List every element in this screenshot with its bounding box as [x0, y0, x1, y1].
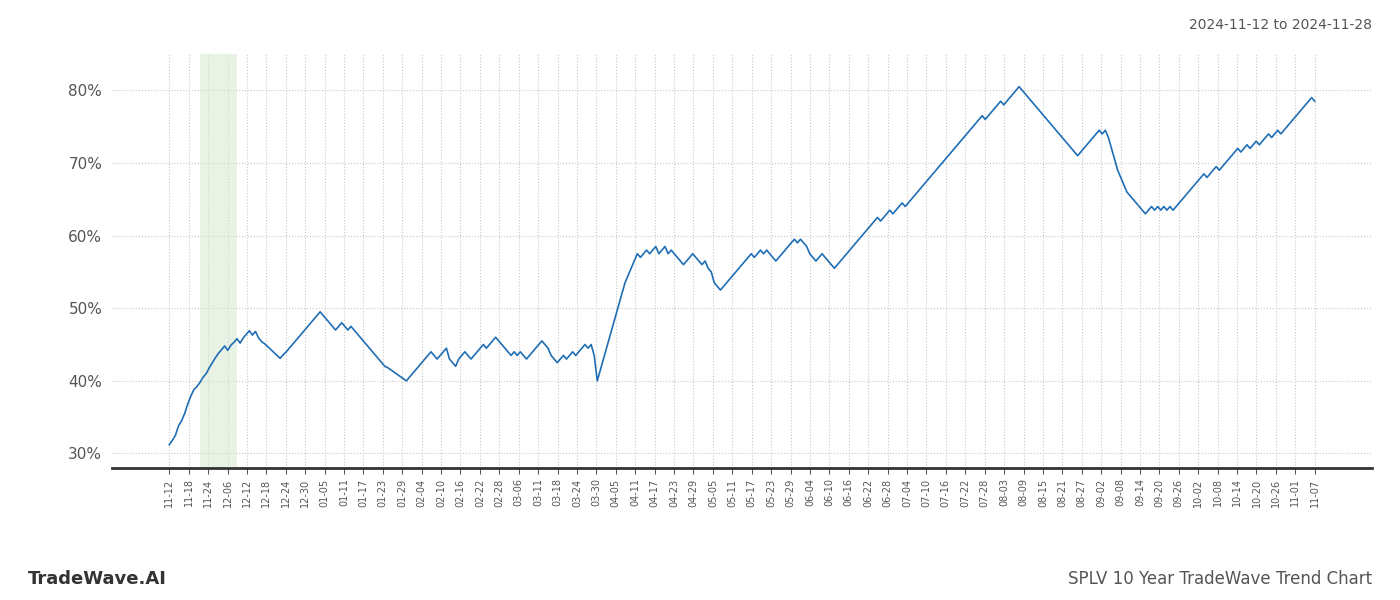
Text: 2024-11-12 to 2024-11-28: 2024-11-12 to 2024-11-28 [1189, 18, 1372, 32]
Text: TradeWave.AI: TradeWave.AI [28, 570, 167, 588]
Bar [200, 54, 237, 468]
Text: SPLV 10 Year TradeWave Trend Chart: SPLV 10 Year TradeWave Trend Chart [1068, 570, 1372, 588]
